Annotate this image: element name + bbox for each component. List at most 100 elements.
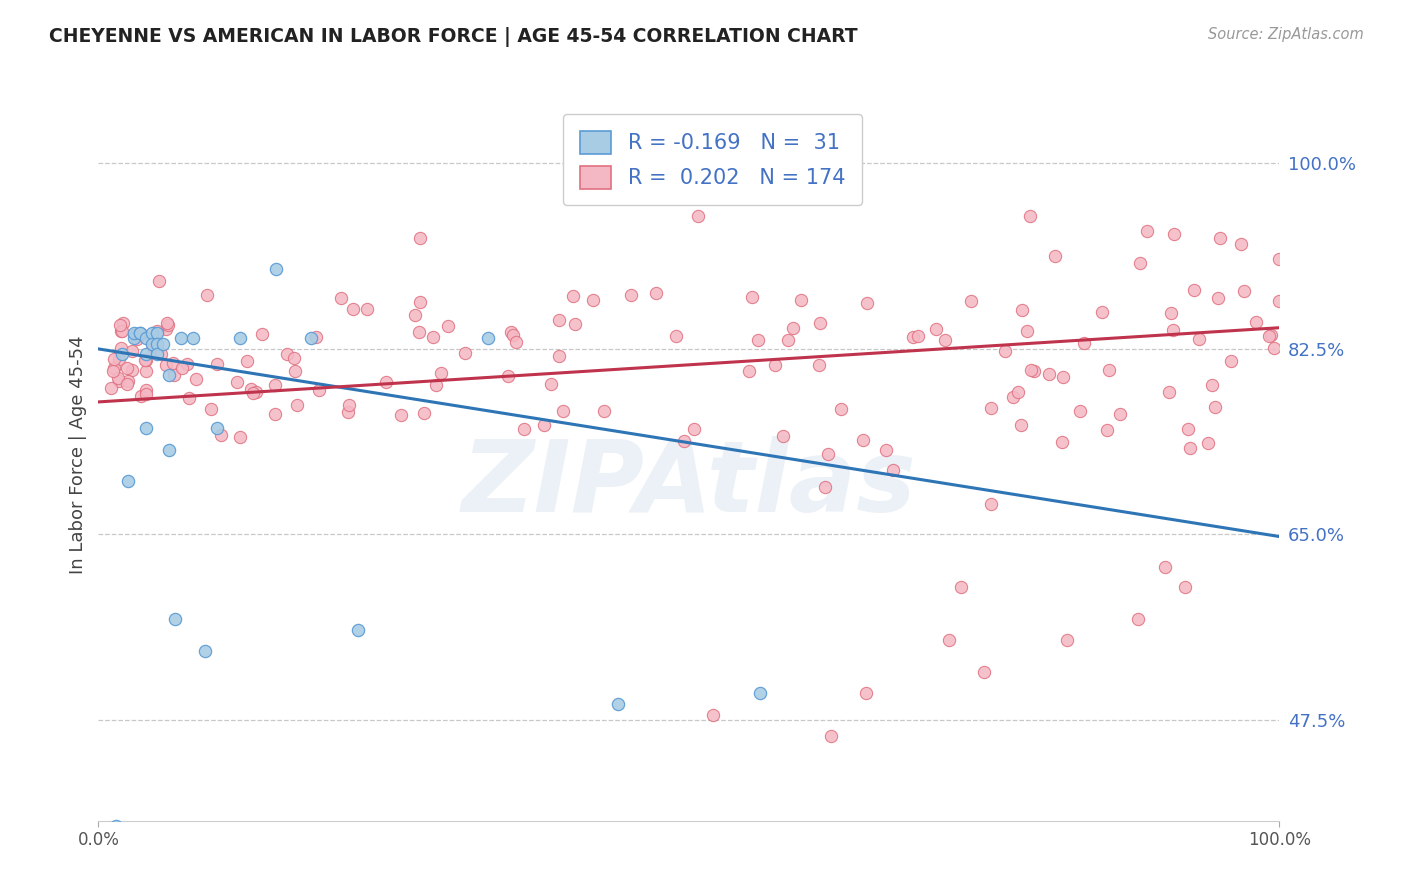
Point [412, 406, 434, 420]
Point [830, 401, 852, 416]
Point [146, 336, 169, 351]
Point [1126, 612, 1149, 626]
Point [305, 329, 328, 343]
Point [1163, 227, 1185, 242]
Point [1038, 367, 1060, 381]
Point [176, 357, 198, 371]
Point [855, 686, 877, 700]
Point [135, 331, 157, 345]
Point [122, 331, 145, 345]
Point [1015, 324, 1038, 338]
Point [245, 385, 267, 400]
Point [283, 351, 305, 366]
Point [111, 316, 134, 330]
Point [924, 321, 946, 335]
Point [949, 581, 972, 595]
Legend: R = -0.169   N =  31, R =  0.202   N = 174: R = -0.169 N = 31, R = 0.202 N = 174 [564, 114, 862, 205]
Point [135, 387, 157, 401]
Point [329, 291, 352, 305]
Point [1244, 315, 1267, 329]
Point [117, 361, 139, 376]
Point [103, 351, 125, 366]
Point [607, 697, 630, 711]
Point [142, 339, 165, 353]
Point [229, 331, 252, 345]
Point [548, 349, 571, 363]
Point [875, 442, 897, 457]
Point [408, 325, 430, 339]
Point [184, 371, 207, 385]
Point [195, 288, 218, 302]
Point [1268, 294, 1291, 309]
Point [852, 433, 875, 447]
Point [1229, 237, 1251, 252]
Point [856, 295, 879, 310]
Point [148, 274, 170, 288]
Point [409, 294, 432, 309]
Point [1136, 224, 1159, 238]
Point [437, 318, 460, 333]
Point [1257, 328, 1279, 343]
Point [347, 623, 370, 637]
Point [553, 404, 575, 418]
Point [111, 347, 134, 361]
Point [882, 463, 904, 477]
Point [121, 363, 143, 377]
Point [299, 331, 322, 345]
Point [513, 422, 536, 436]
Point [1073, 335, 1095, 350]
Point [1022, 364, 1045, 378]
Point [808, 359, 831, 373]
Point [979, 401, 1001, 415]
Point [1010, 417, 1032, 432]
Point [103, 361, 125, 376]
Point [1197, 435, 1219, 450]
Point [561, 289, 583, 303]
Point [342, 302, 364, 317]
Point [1098, 363, 1121, 377]
Point [135, 421, 157, 435]
Point [108, 374, 131, 388]
Point [1177, 422, 1199, 436]
Point [356, 302, 378, 317]
Point [336, 405, 359, 419]
Point [165, 612, 187, 626]
Point [239, 382, 262, 396]
Point [110, 342, 132, 356]
Point [907, 329, 929, 343]
Point [505, 335, 527, 350]
Point [242, 386, 264, 401]
Point [1050, 435, 1073, 450]
Point [263, 407, 285, 421]
Point [284, 364, 307, 378]
Point [763, 358, 786, 372]
Point [540, 376, 562, 391]
Point [205, 358, 228, 372]
Point [959, 293, 981, 308]
Point [156, 318, 179, 333]
Point [135, 364, 157, 378]
Point [422, 330, 444, 344]
Point [593, 404, 616, 418]
Point [170, 361, 193, 376]
Point [454, 346, 477, 360]
Text: Source: ZipAtlas.com: Source: ZipAtlas.com [1208, 27, 1364, 42]
Point [134, 352, 156, 367]
Point [938, 633, 960, 648]
Point [683, 422, 706, 436]
Point [1052, 370, 1074, 384]
Point [1157, 385, 1180, 400]
Point [107, 370, 129, 384]
Point [375, 375, 398, 389]
Point [1019, 210, 1042, 224]
Point [672, 434, 695, 449]
Point [146, 347, 169, 361]
Point [772, 429, 794, 443]
Point [236, 354, 259, 368]
Point [337, 398, 360, 412]
Point [702, 707, 724, 722]
Point [128, 326, 150, 340]
Point [741, 290, 763, 304]
Point [226, 376, 249, 390]
Point [205, 421, 228, 435]
